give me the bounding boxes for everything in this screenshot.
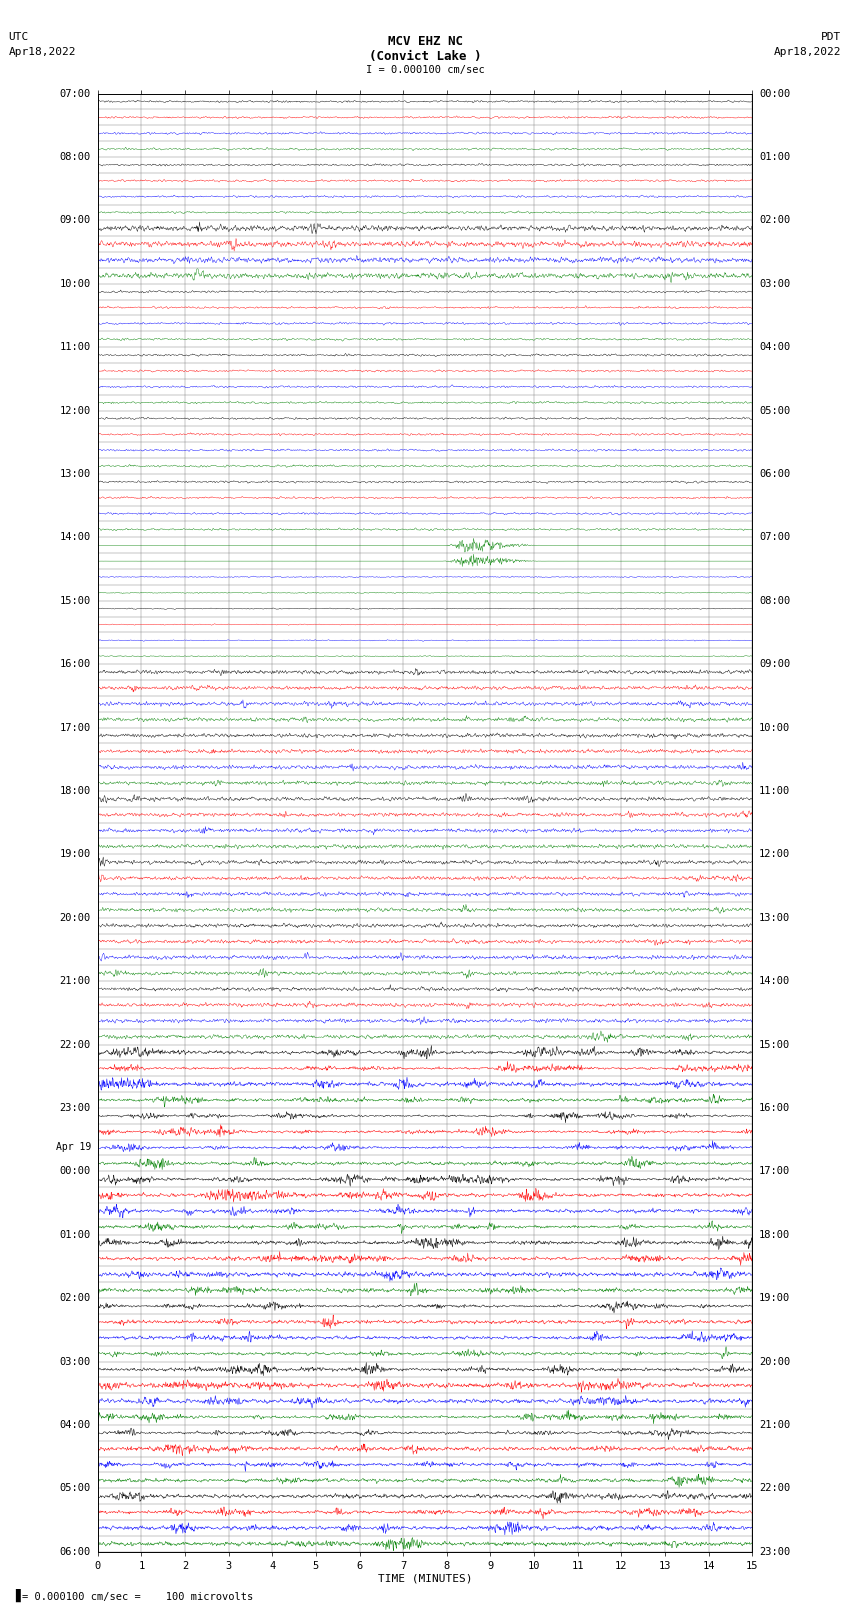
Text: Apr 19: Apr 19	[56, 1142, 91, 1152]
Text: 23:00: 23:00	[759, 1547, 791, 1557]
Text: 14:00: 14:00	[60, 532, 91, 542]
Text: 02:00: 02:00	[759, 216, 791, 226]
Text: 21:00: 21:00	[759, 1419, 791, 1429]
Text: 21:00: 21:00	[60, 976, 91, 986]
Text: = 0.000100 cm/sec =    100 microvolts: = 0.000100 cm/sec = 100 microvolts	[22, 1592, 253, 1602]
Text: 03:00: 03:00	[60, 1357, 91, 1366]
Text: 08:00: 08:00	[759, 595, 791, 606]
Text: ▌: ▌	[15, 1589, 25, 1602]
Text: 18:00: 18:00	[759, 1229, 791, 1240]
Text: 22:00: 22:00	[759, 1484, 791, 1494]
Text: 05:00: 05:00	[60, 1484, 91, 1494]
Text: 04:00: 04:00	[60, 1419, 91, 1429]
Text: 18:00: 18:00	[60, 786, 91, 795]
Text: 12:00: 12:00	[759, 850, 791, 860]
Text: 02:00: 02:00	[60, 1294, 91, 1303]
Text: 23:00: 23:00	[60, 1103, 91, 1113]
Text: 00:00: 00:00	[60, 1166, 91, 1176]
X-axis label: TIME (MINUTES): TIME (MINUTES)	[377, 1574, 473, 1584]
Text: 17:00: 17:00	[60, 723, 91, 732]
Text: 03:00: 03:00	[759, 279, 791, 289]
Text: Apr18,2022: Apr18,2022	[774, 47, 842, 56]
Text: 15:00: 15:00	[759, 1039, 791, 1050]
Text: 20:00: 20:00	[60, 913, 91, 923]
Text: 07:00: 07:00	[759, 532, 791, 542]
Text: 10:00: 10:00	[759, 723, 791, 732]
Text: 09:00: 09:00	[759, 660, 791, 669]
Text: 16:00: 16:00	[759, 1103, 791, 1113]
Text: 19:00: 19:00	[759, 1294, 791, 1303]
Text: 06:00: 06:00	[60, 1547, 91, 1557]
Text: 06:00: 06:00	[759, 469, 791, 479]
Text: 17:00: 17:00	[759, 1166, 791, 1176]
Text: 13:00: 13:00	[759, 913, 791, 923]
Text: 22:00: 22:00	[60, 1039, 91, 1050]
Text: 19:00: 19:00	[60, 850, 91, 860]
Text: 11:00: 11:00	[60, 342, 91, 352]
Text: 14:00: 14:00	[759, 976, 791, 986]
Text: 16:00: 16:00	[60, 660, 91, 669]
Text: 07:00: 07:00	[60, 89, 91, 98]
Text: UTC: UTC	[8, 32, 29, 42]
Text: PDT: PDT	[821, 32, 842, 42]
Text: 12:00: 12:00	[60, 405, 91, 416]
Text: 13:00: 13:00	[60, 469, 91, 479]
Text: (Convict Lake ): (Convict Lake )	[369, 50, 481, 63]
Text: I = 0.000100 cm/sec: I = 0.000100 cm/sec	[366, 65, 484, 74]
Text: 01:00: 01:00	[759, 152, 791, 161]
Text: 20:00: 20:00	[759, 1357, 791, 1366]
Text: 11:00: 11:00	[759, 786, 791, 795]
Text: 10:00: 10:00	[60, 279, 91, 289]
Text: 08:00: 08:00	[60, 152, 91, 161]
Text: Apr18,2022: Apr18,2022	[8, 47, 76, 56]
Text: 15:00: 15:00	[60, 595, 91, 606]
Text: 00:00: 00:00	[759, 89, 791, 98]
Text: 09:00: 09:00	[60, 216, 91, 226]
Text: MCV EHZ NC: MCV EHZ NC	[388, 35, 462, 48]
Text: 01:00: 01:00	[60, 1229, 91, 1240]
Text: 05:00: 05:00	[759, 405, 791, 416]
Text: 04:00: 04:00	[759, 342, 791, 352]
